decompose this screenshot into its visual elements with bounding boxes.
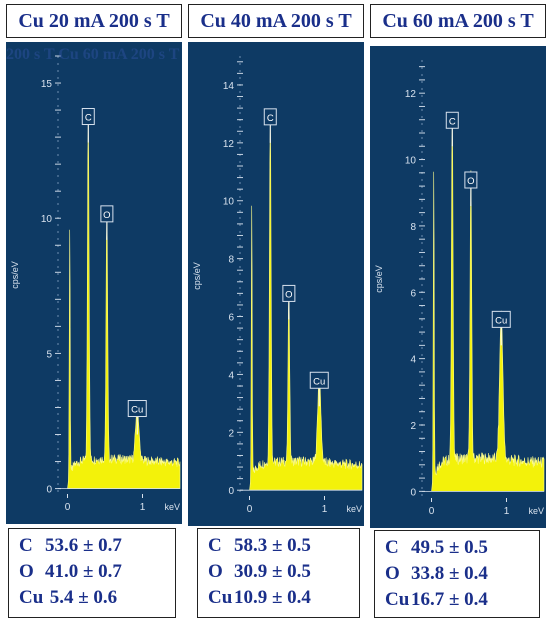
composition-row: O 41.0 ± 0.7: [19, 561, 175, 587]
y-axis-label: cps/eV: [374, 265, 384, 293]
peak-label-box: [100, 205, 114, 223]
x-tick-label: 0: [247, 504, 253, 515]
composition-row: C 49.5 ± 0.5: [385, 537, 539, 563]
spectrum-panel-3: 0 2 4 6 8 10 12 cps/eV 0 1 keV C O Cu: [370, 46, 546, 528]
composition-box-1: C 53.6 ± 0.7 O 41.0 ± 0.7 Cu 5.4 ± 0.6: [8, 528, 176, 618]
peak-label-box: [445, 111, 459, 129]
element-value: 49.5 ± 0.5: [411, 537, 488, 558]
spectrum-panel-2: 0 2 4 6 8 10 12 14 cps/eV 0 1 keV C O Cu: [188, 42, 364, 526]
y-tick-label: 10: [41, 214, 53, 225]
y-tick-label: 2: [410, 421, 416, 432]
element-label: C: [385, 537, 399, 558]
y-tick-label: 12: [223, 139, 235, 150]
peak-label: Cu: [313, 376, 325, 387]
element-value: 53.6 ± 0.7: [45, 535, 122, 556]
peak-label: O: [285, 289, 292, 300]
y-tick-label: 8: [410, 222, 416, 233]
x-axis-label: keV: [165, 502, 181, 512]
y-tick-label: 5: [46, 349, 52, 360]
composition-box-2: C 58.3 ± 0.5 O 30.9 ± 0.5 Cu 10.9 ± 0.4: [197, 528, 360, 618]
x-tick-label: 1: [140, 502, 146, 513]
peak-label-box: [309, 371, 329, 389]
peak-label-box: [81, 108, 95, 126]
peak-label-box: [282, 284, 296, 302]
x-tick-label: 0: [429, 506, 435, 517]
spectrum-chart-3: 0 2 4 6 8 10 12 cps/eV 0 1 keV C O Cu: [374, 60, 545, 517]
peak-label: C: [267, 113, 274, 124]
y-tick-label: 0: [46, 485, 52, 496]
peak-label: C: [449, 116, 456, 127]
composition-row: Cu 10.9 ± 0.4: [208, 587, 359, 613]
element-value: 58.3 ± 0.5: [234, 535, 311, 556]
element-label: O: [385, 563, 400, 584]
y-tick-label: 0: [228, 486, 234, 497]
element-value: 10.9 ± 0.4: [234, 587, 311, 608]
element-label: O: [19, 561, 34, 582]
element-value: 16.7 ± 0.4: [411, 589, 488, 610]
y-tick-label: 14: [223, 81, 235, 92]
peak-label: O: [467, 176, 474, 187]
x-tick-label: 1: [504, 506, 510, 517]
peak-label: Cu: [495, 315, 507, 326]
chart-title-2: Cu 40 mA 200 s T: [188, 4, 364, 38]
peak-label: Cu: [131, 405, 143, 416]
y-axis-label: cps/eV: [10, 261, 20, 289]
x-tick-label: 1: [322, 504, 328, 515]
y-tick-label: 2: [228, 428, 234, 439]
chart-title-1: Cu 20 mA 200 s T: [6, 4, 182, 38]
y-tick-label: 15: [41, 79, 53, 90]
element-label: Cu: [385, 589, 410, 610]
peak-label-box: [127, 400, 147, 418]
y-tick-label: 12: [405, 89, 417, 100]
x-tick-label: 0: [65, 502, 71, 513]
x-axis-label: keV: [347, 504, 363, 514]
y-tick-label: 4: [228, 370, 234, 381]
peak-label-box: [491, 310, 511, 328]
element-value: 5.4 ± 0.6: [45, 587, 118, 608]
element-label: C: [208, 535, 222, 556]
composition-box-3: C 49.5 ± 0.5 O 33.8 ± 0.4 Cu 16.7 ± 0.4: [374, 530, 540, 618]
y-tick-label: 10: [405, 156, 417, 167]
spectrum-chart-1: 0 5 10 15 cps/eV 0 1 keV C O Cu: [10, 55, 181, 513]
spectrum-panel-1: 0 5 10 15 cps/eV 0 1 keV C O Cu: [6, 42, 182, 524]
element-label: Cu: [208, 587, 233, 608]
composition-row: Cu 16.7 ± 0.4: [385, 589, 539, 615]
y-tick-label: 10: [223, 197, 235, 208]
y-tick-label: 4: [410, 355, 416, 366]
y-tick-label: 6: [410, 288, 416, 299]
peak-label-box: [263, 108, 277, 126]
element-label: Cu: [19, 587, 44, 608]
composition-row: O 30.9 ± 0.5: [208, 561, 359, 587]
element-label: C: [19, 535, 33, 556]
spectrum-fill: [431, 117, 545, 492]
element-label: O: [208, 561, 223, 582]
spectrum-chart-2: 0 2 4 6 8 10 12 14 cps/eV 0 1 keV C O Cu: [192, 56, 363, 515]
element-value: 41.0 ± 0.7: [45, 561, 122, 582]
spectrum-fill: [249, 119, 363, 491]
ghost-overlay-text: 200 s T Cu 60 mA 200 s T: [6, 46, 180, 63]
x-axis-label: keV: [529, 506, 545, 516]
peak-label: O: [103, 210, 110, 221]
y-tick-label: 6: [228, 313, 234, 324]
y-axis-label: cps/eV: [192, 262, 202, 290]
composition-row: C 58.3 ± 0.5: [208, 535, 359, 561]
peak-label-box: [464, 171, 478, 189]
peak-label: C: [85, 113, 92, 124]
y-tick-label: 8: [228, 255, 234, 266]
composition-row: C 53.6 ± 0.7: [19, 535, 175, 561]
element-value: 30.9 ± 0.5: [234, 561, 311, 582]
composition-row: Cu 5.4 ± 0.6: [19, 587, 175, 613]
chart-title-3: Cu 60 mA 200 s T: [370, 4, 546, 38]
element-value: 33.8 ± 0.4: [411, 563, 488, 584]
spectrum-fill: [67, 117, 181, 489]
composition-row: O 33.8 ± 0.4: [385, 563, 539, 589]
y-tick-label: 0: [410, 487, 416, 498]
